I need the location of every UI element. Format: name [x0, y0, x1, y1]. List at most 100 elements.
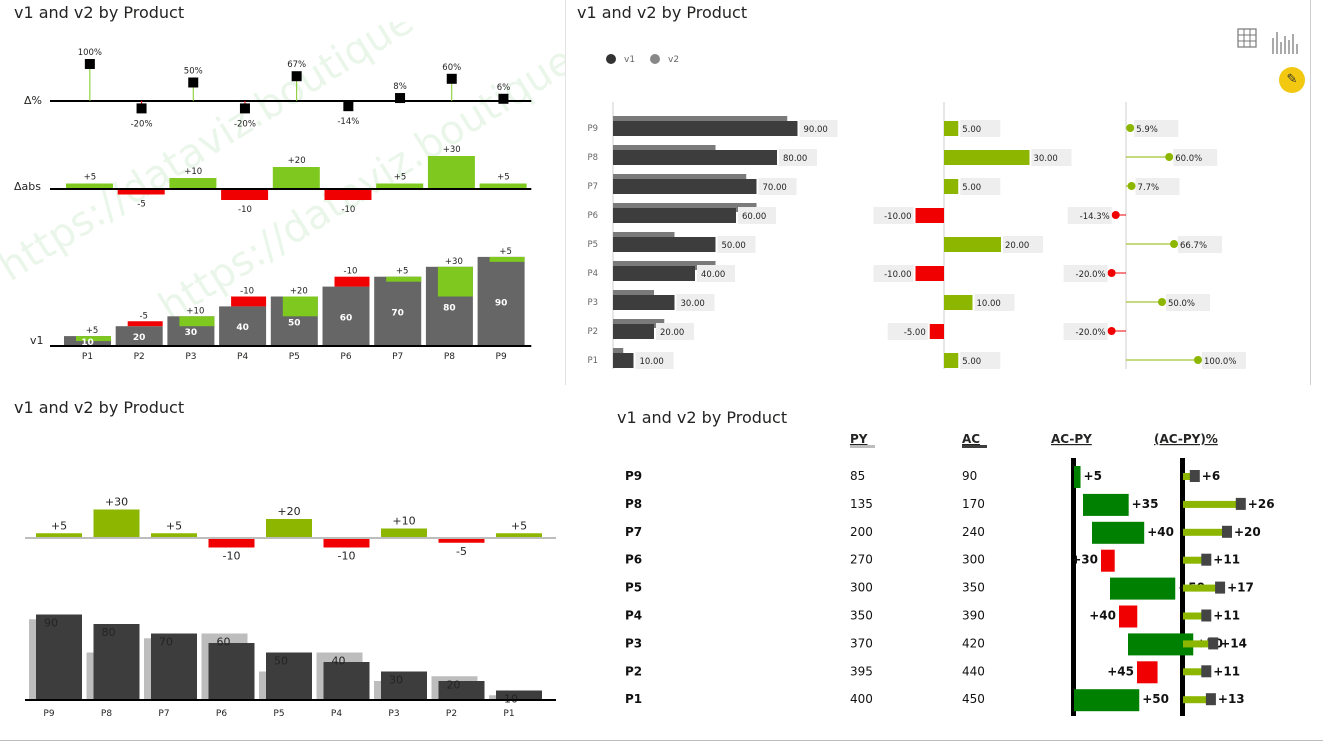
y-tick-label: P2 [587, 327, 598, 337]
delta-pct-marker [446, 73, 457, 84]
delta-pct-label: 100.0% [1204, 357, 1236, 367]
x-tick-label: P6 [216, 709, 227, 719]
delta-pct-dot [1170, 240, 1179, 248]
delta-pct-bar [1183, 584, 1223, 592]
horizontal-variance-chart: v1 v2 P9 90.00 5.00 5.9% P8 80.00 30.00 60.0% P7 70… [587, 54, 1246, 369]
v1-delta-overlay [489, 256, 525, 262]
v1-value-label: 40 [236, 323, 249, 333]
delta-pct-label-bg [1134, 120, 1179, 137]
delta-pct-label-bg [1063, 265, 1108, 282]
y-tick-label: P8 [587, 153, 598, 163]
delta-pct-bar [1183, 668, 1209, 676]
delta-label: +35 [1132, 497, 1159, 511]
delta-pct-bar [1183, 612, 1209, 620]
col-header-delta: AC-PY [1051, 432, 1092, 446]
v1-delta-overlay [334, 276, 370, 287]
delta-abs-bar [915, 208, 944, 223]
v1-value-label-bg [717, 236, 756, 253]
v1-value-label: 30 [185, 328, 198, 338]
v1-bar [613, 266, 695, 281]
delta-abs-label: -10.00 [884, 212, 911, 222]
delta-pct-axis-bar [1180, 458, 1185, 716]
v1-bar [208, 643, 255, 700]
row-category: P6 [625, 553, 642, 567]
delta-pct-bar [1183, 696, 1213, 704]
v2-bar [613, 290, 654, 299]
delta-abs-label-bg [873, 265, 914, 282]
delta-abs-label-bg [974, 294, 1015, 311]
delta-pct-label: 5.9% [1136, 125, 1158, 135]
delta-abs-bar [944, 121, 959, 136]
bar-chart-icon[interactable] [1271, 28, 1301, 56]
v1-value-label: 90.00 [804, 125, 828, 135]
delta-bar [1101, 549, 1115, 572]
panel-title-bottom-left: v1 and v2 by Product [14, 398, 185, 417]
v2-bar [613, 232, 675, 241]
x-tick-label: P1 [82, 352, 93, 362]
table-grid-icon[interactable] [1237, 28, 1257, 48]
row-category: P7 [625, 525, 642, 539]
delta-abs-bar [272, 167, 320, 189]
watermark-text: https://dataviz.boutique [0, 22, 422, 290]
y-tick-label: P4 [587, 269, 598, 279]
row-category: P5 [625, 581, 642, 595]
v1-value-label: 80.00 [783, 154, 807, 164]
delta-pct-label: -20% [234, 119, 256, 129]
delta-abs-label: +20 [288, 156, 306, 166]
cell-ac: 420 [962, 636, 985, 650]
x-tick-label: P5 [273, 709, 284, 719]
legend-label-v1: v1 [624, 55, 635, 65]
v1-delta-label: +30 [445, 257, 463, 267]
delta-abs-bar [438, 538, 485, 543]
delta-pct-dot [1158, 298, 1166, 306]
cell-ac: 450 [962, 692, 985, 706]
delta-label: +5 [1084, 469, 1102, 483]
delta-abs-label: -10 [223, 550, 241, 563]
x-tick-label: P5 [289, 352, 300, 362]
delta-abs-label: +30 [105, 496, 128, 509]
legend-label-v2: v2 [668, 55, 679, 65]
delta-pct-label-bg [1178, 236, 1223, 253]
row-label-v1: v1 [30, 334, 44, 347]
delta-pct-dot [1126, 124, 1135, 132]
delta-abs-label: +10 [184, 167, 202, 177]
ac-legend-swatch [962, 445, 987, 448]
delta-pct-label: +6 [1202, 469, 1220, 483]
delta-abs-bar [944, 237, 1001, 252]
delta-pct-label: +14 [1220, 636, 1247, 650]
cell-py: 85 [850, 469, 865, 483]
v1-value-label: 60 [340, 313, 353, 323]
delta-pct-label: 7.7% [1138, 183, 1160, 193]
pencil-icon[interactable]: ✎ [1279, 67, 1305, 93]
delta-pct-dot [1111, 211, 1120, 219]
v1-value-label: 50 [288, 318, 301, 328]
delta-pct-label: +11 [1213, 664, 1240, 678]
v2-bar [613, 203, 757, 212]
delta-abs-label-bg [960, 178, 1001, 195]
delta-abs-label: +5 [166, 519, 182, 532]
x-tick-label: P3 [185, 352, 196, 362]
x-tick-label: P1 [503, 709, 514, 719]
col-header-ac: AC [962, 432, 980, 446]
row-category: P8 [625, 497, 642, 511]
panel-title-top-left: v1 and v2 by Product [14, 3, 185, 22]
panel-divider-bottom [0, 740, 1323, 741]
delta-pct-label-bg [1173, 149, 1218, 166]
x-tick-label: P2 [134, 352, 145, 362]
col-header-py: PY [850, 432, 868, 446]
v1-bar [613, 121, 798, 136]
v1-bar [613, 208, 736, 223]
v1-value-label: 10.00 [640, 357, 664, 367]
x-tick-label: P4 [331, 709, 342, 719]
delta-pct-label: 100% [78, 48, 102, 58]
delta-bar [1137, 661, 1158, 684]
y-tick-label: P6 [587, 211, 598, 221]
delta-pct-bar [1183, 640, 1216, 648]
delta-label: +50 [1142, 692, 1169, 706]
v1-bar [374, 276, 422, 346]
delta-pct-marker [498, 93, 509, 104]
v1-delta-label: +10 [186, 306, 204, 316]
v1-delta-overlay [179, 316, 215, 327]
delta-pct-label-bg [1067, 207, 1112, 224]
delta-abs-label: +5 [394, 173, 407, 183]
